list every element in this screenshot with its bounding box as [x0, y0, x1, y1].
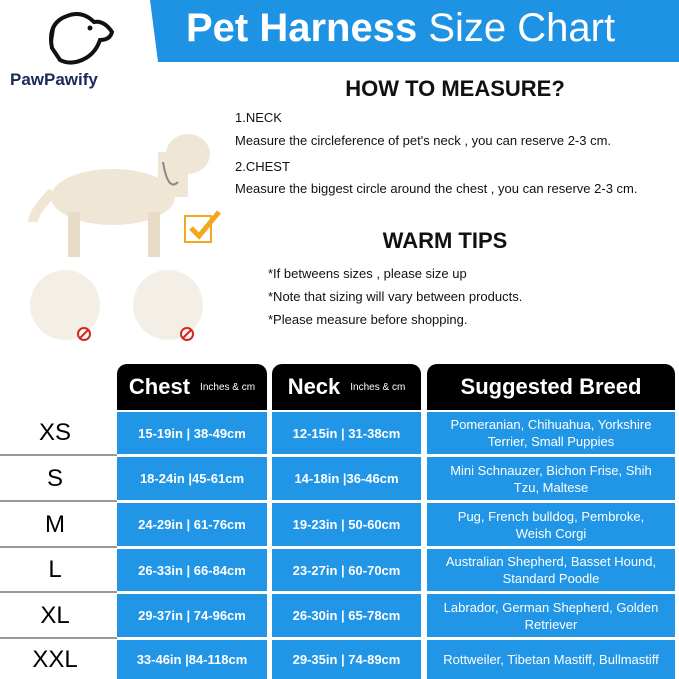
neck-column: Neck Inches & cm — [272, 364, 421, 679]
dog-photo-correct — [28, 134, 210, 257]
chest-cell: 29-37in | 74-96cm — [117, 594, 267, 637]
dog-chest-photo — [133, 270, 203, 340]
dog-neck-photo — [30, 270, 100, 340]
chest-unit: Inches & cm — [200, 381, 256, 393]
size-label: XXL — [32, 645, 78, 673]
breed-cell: Mini Schnauzer, Bichon Frise, Shih Tzu, … — [427, 457, 675, 500]
chest-cell: 26-33in | 66-84cm — [117, 549, 267, 591]
brand-logo: PawPawify — [10, 70, 98, 89]
how-to-heading: HOW TO MEASURE? — [345, 76, 565, 101]
prohibited-icon — [77, 327, 91, 341]
neck-header: Neck Inches & cm — [272, 364, 421, 410]
page-title: Pet Harness Size Chart — [186, 6, 616, 50]
size-label: S — [46, 464, 63, 492]
tip-item: *Note that sizing will vary between prod… — [268, 289, 523, 304]
size-label: XS — [38, 419, 71, 446]
row-divider — [0, 637, 117, 639]
chest-label: 2.CHEST — [235, 159, 290, 174]
row-divider — [0, 500, 117, 502]
row-divider — [0, 546, 117, 548]
neck-cell: 12-15in | 31-38cm — [272, 412, 421, 454]
chest-column: Chest Inches & cm — [117, 364, 267, 679]
neck-cell: 29-35in | 74-89cm — [272, 640, 421, 679]
chest-cell: 33-46in |84-118cm — [117, 640, 267, 679]
neck-text: Measure the circleference of pet's neck … — [235, 133, 612, 148]
neck-cell: 26-30in | 65-78cm — [272, 594, 421, 637]
tip-item: *If betweens sizes , please size up — [268, 266, 467, 281]
title-banner: Pet Harness Size Chart — [150, 0, 679, 62]
breed-header-label: Suggested Breed — [460, 374, 642, 399]
warm-tips-heading: WARM TIPS — [382, 228, 508, 253]
breed-cell: Pomeranian, Chihuahua, Yorkshire Terrier… — [427, 412, 675, 454]
neck-unit: Inches & cm — [350, 381, 406, 393]
neck-header-label: Neck — [287, 374, 341, 399]
chest-header-label: Chest — [128, 374, 191, 399]
dog-logo-icon — [49, 12, 115, 65]
chest-header: Chest Inches & cm — [117, 364, 267, 410]
breed-column: Suggested Breed — [427, 364, 675, 679]
size-label: L — [48, 556, 62, 583]
breed-header: Suggested Breed — [427, 364, 675, 410]
neck-cell: 14-18in |36-46cm — [272, 457, 421, 500]
row-divider — [0, 454, 117, 456]
neck-cell: 23-27in | 60-70cm — [272, 549, 421, 591]
row-divider — [0, 591, 117, 593]
chest-cell: 18-24in |45-61cm — [117, 457, 267, 500]
size-label: M — [45, 510, 65, 538]
chest-cell: 15-19in | 38-49cm — [117, 412, 267, 454]
neck-label: 1.NECK — [235, 110, 282, 125]
breed-cell: Pug, French bulldog, Pembroke, Weish Cor… — [427, 503, 675, 546]
breed-cell: Australian Shepherd, Basset Hound, Stand… — [427, 549, 675, 591]
size-label: XL — [40, 601, 70, 629]
chest-cell: 24-29in | 61-76cm — [117, 503, 267, 546]
checkmark-icon — [184, 210, 221, 243]
breed-cell: Labrador, German Shepherd, Golden Retrie… — [427, 594, 675, 637]
breed-cell: Rottweiler, Tibetan Mastiff, Bullmastiff — [427, 640, 675, 679]
chest-text: Measure the biggest circle around the ch… — [235, 181, 638, 196]
neck-cell: 19-23in | 50-60cm — [272, 503, 421, 546]
prohibited-icon — [180, 327, 194, 341]
tip-item: *Please measure before shopping. — [268, 312, 468, 327]
